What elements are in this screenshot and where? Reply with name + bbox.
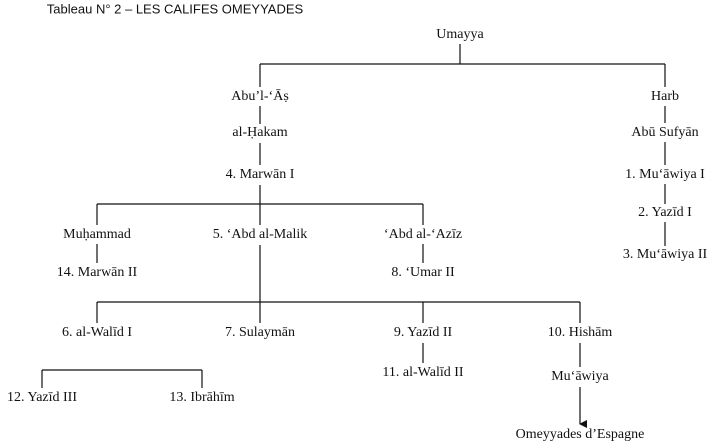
node-label: 12. Yazīd III bbox=[7, 390, 77, 405]
node-label: 1. Mu‘āwiya I bbox=[625, 167, 705, 182]
nodes: Umayya Abu’l-‘Āṣ Harb al-Ḥakam Abū Sufyān 4. … bbox=[7, 27, 708, 442]
title: Tableau N° 2 – LES CALIFES OMEYYADES bbox=[47, 1, 304, 16]
node-label: Umayya bbox=[436, 27, 484, 42]
node-label: Muḥammad bbox=[63, 227, 131, 242]
node-label: Omeyyades d’Espagne bbox=[516, 427, 645, 442]
node-label: 10. Hishām bbox=[548, 325, 613, 340]
node-label: Mu‘āwiya bbox=[551, 369, 609, 384]
node-label: Abū Sufyān bbox=[631, 125, 698, 140]
node-label: Abu’l-‘Āṣ bbox=[231, 88, 289, 104]
node-label: 13. Ibrāhīm bbox=[169, 390, 234, 405]
node-label: 6. al-Walīd I bbox=[62, 325, 132, 340]
connectors bbox=[41, 44, 666, 428]
node-label: 9. Yazīd II bbox=[394, 325, 453, 340]
node-label: 4. Marwān I bbox=[226, 167, 295, 182]
node-label: 3. Mu‘āwiya II bbox=[623, 247, 708, 262]
node-label: ‘Abd al-‘Azīz bbox=[384, 227, 462, 242]
node-label: 5. ‘Abd al-Malik bbox=[213, 227, 307, 242]
node-label: 11. al-Walīd II bbox=[382, 365, 463, 380]
node-label: Harb bbox=[651, 89, 679, 104]
node-label: 14. Marwān II bbox=[57, 265, 138, 280]
node-label: 2. Yazīd I bbox=[638, 205, 692, 220]
node-label: 8. ‘Umar II bbox=[391, 265, 455, 280]
node-label: al-Ḥakam bbox=[232, 125, 287, 140]
node-label: 7. Sulaymān bbox=[225, 325, 295, 340]
